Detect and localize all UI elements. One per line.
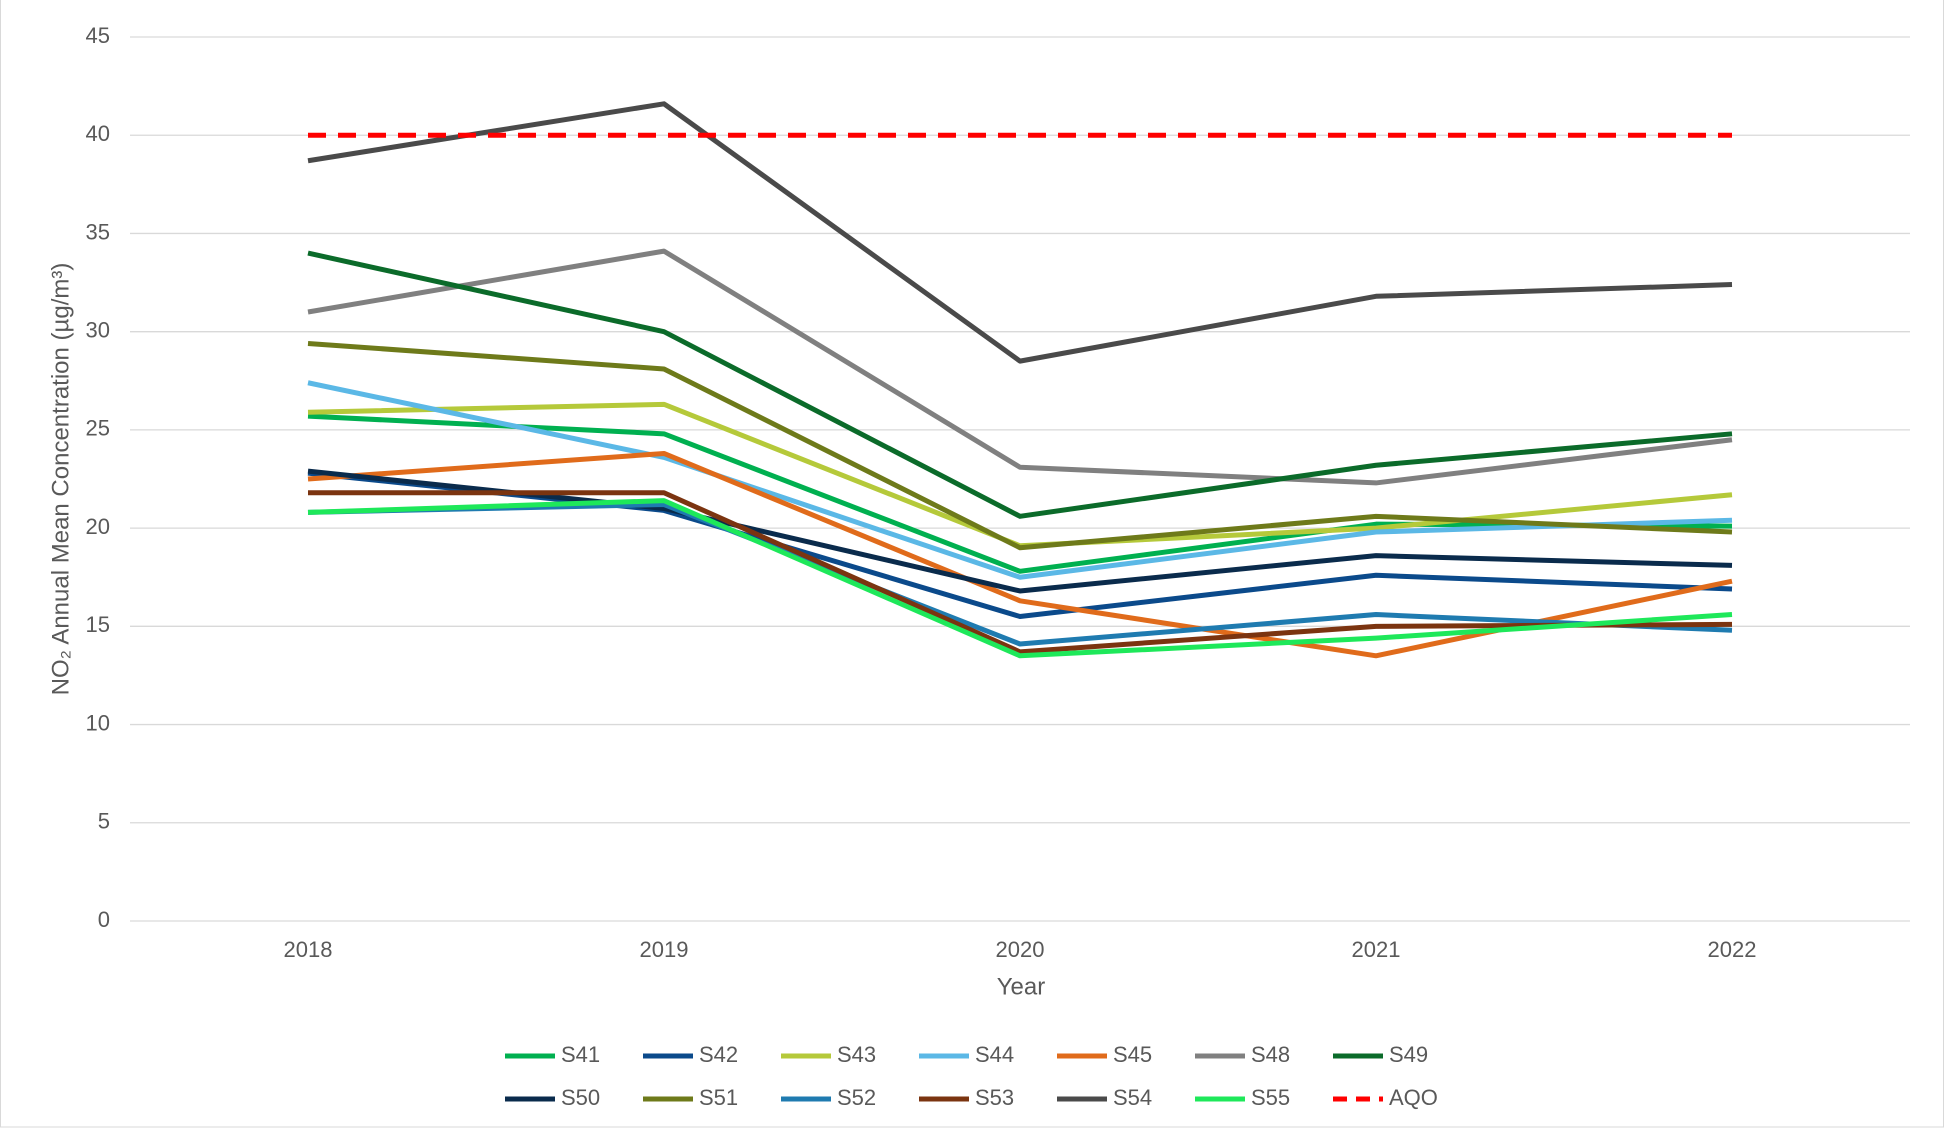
series-line [307,468,1733,594]
series-line [308,490,1733,655]
legend-label: S42 [699,1042,738,1067]
legend-label: S43 [837,1042,876,1067]
legend-label: S50 [561,1085,600,1110]
series-line [307,498,1733,659]
series-line [307,250,1733,519]
series-line [307,340,1733,551]
y-tick-label: 30 [86,317,110,342]
legend-label: S52 [837,1085,876,1110]
legend-label: S48 [1251,1042,1290,1067]
y-tick-label: 10 [86,710,110,735]
x-tick-label: 2021 [1352,937,1401,962]
x-tick-label: 2020 [996,937,1045,962]
y-tick-label: 5 [98,809,110,834]
legend-label: S53 [975,1085,1014,1110]
y-axis-title: NO₂ Annual Mean Concentration (µg/m³) [47,263,74,696]
series-line [307,101,1733,364]
legend-label: S41 [561,1042,600,1067]
x-axis-title: Year [997,973,1046,1000]
series-line [307,248,1733,486]
y-tick-label: 15 [86,612,110,637]
legend-label: S49 [1389,1042,1428,1067]
legend-label: S54 [1113,1085,1152,1110]
legend-label: S44 [975,1042,1014,1067]
y-tick-label: 40 [86,121,110,146]
legend-label: S51 [699,1085,738,1110]
series-line [307,380,1733,580]
series-line [307,413,1733,574]
series-line [307,502,1733,647]
y-tick-label: 35 [86,219,110,244]
y-tick-label: 25 [86,416,110,441]
x-tick-label: 2018 [284,937,333,962]
x-tick-label: 2022 [1708,937,1757,962]
legend-label: AQO [1389,1085,1438,1110]
x-tick-label: 2019 [640,937,689,962]
y-tick-label: 0 [98,907,110,932]
legend-label: S45 [1113,1042,1152,1067]
y-tick-label: 20 [86,514,110,539]
legend-label: S55 [1251,1085,1290,1110]
y-tick-label: 45 [86,23,110,48]
